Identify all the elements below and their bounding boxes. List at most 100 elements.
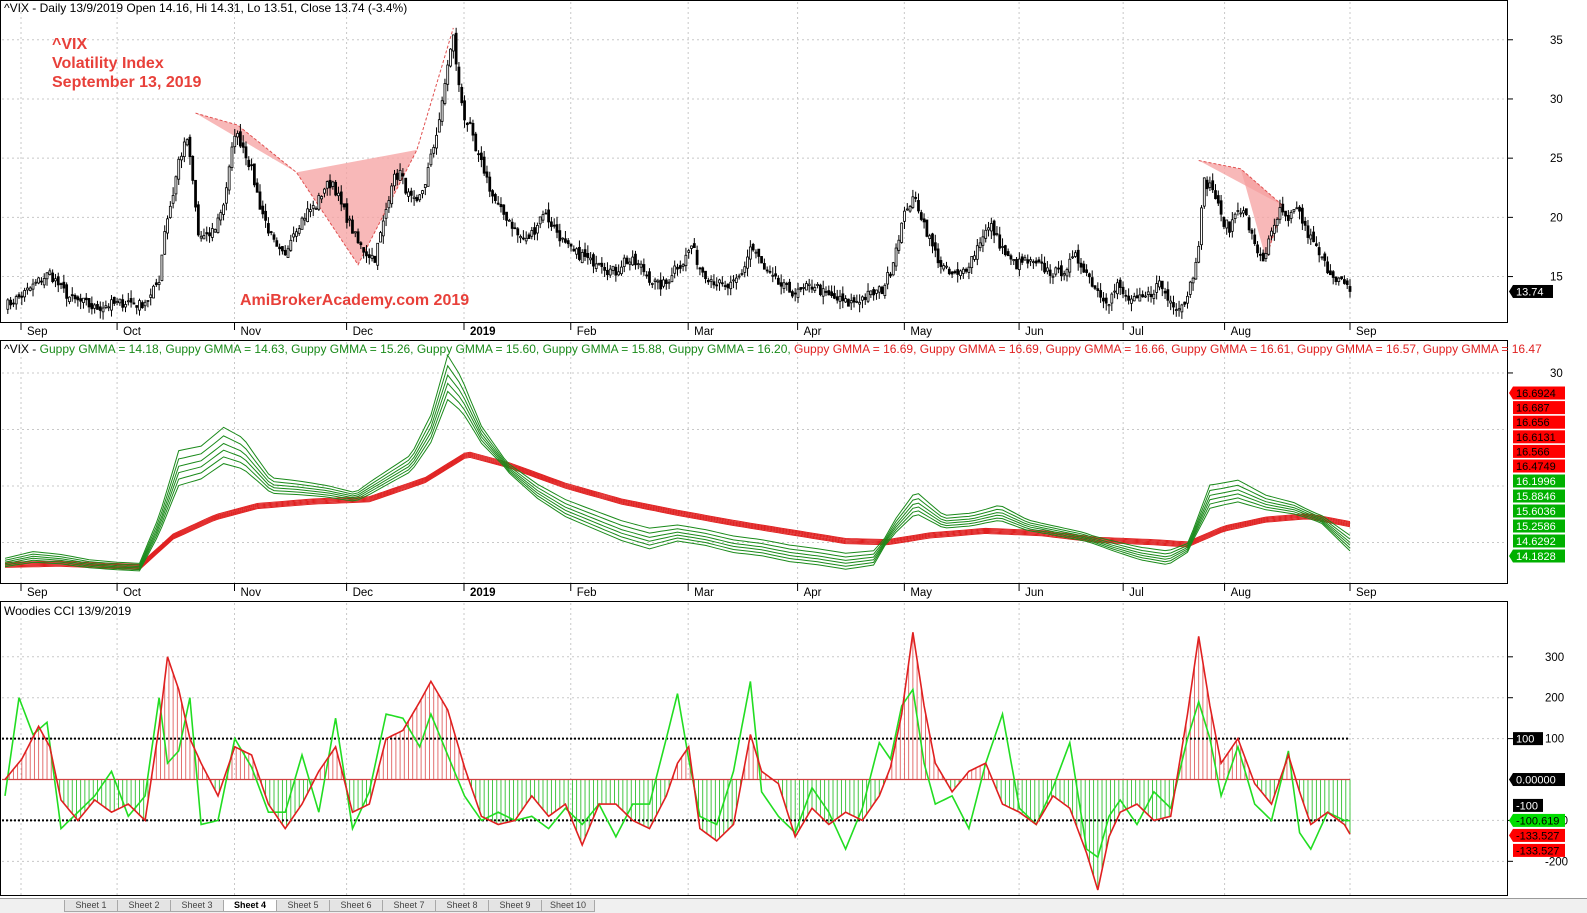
candle-body	[1074, 252, 1077, 257]
candle-body	[992, 220, 996, 236]
candle-body	[566, 240, 570, 245]
candle-body	[65, 284, 69, 299]
candle-body	[1029, 259, 1032, 262]
price-pane-frame	[0, 0, 1508, 323]
candle-body	[373, 255, 377, 263]
sheet-tab[interactable]: Sheet 10	[541, 900, 595, 912]
candle-body	[550, 221, 553, 227]
candle-body	[947, 268, 951, 275]
gmma-short-tag-text: 15.6036	[1516, 506, 1556, 518]
candle-body	[1309, 234, 1313, 240]
gmma-header-item: Guppy GMMA = 16.66,	[1046, 342, 1172, 356]
candle-body	[931, 233, 934, 247]
sheet-tab[interactable]: Sheet 5	[276, 900, 330, 912]
gmma-header-item: Guppy GMMA = 16.57,	[1297, 342, 1423, 356]
candle-body	[261, 205, 265, 215]
candle-body	[544, 212, 548, 215]
candle-body	[241, 142, 245, 148]
gmma-short-tag: 14.1828	[1509, 549, 1565, 563]
candle-body	[530, 230, 534, 237]
candle-body	[1118, 279, 1122, 288]
candle-body	[359, 242, 363, 246]
price-x-label: Jul	[1129, 326, 1144, 338]
candle-body	[491, 190, 494, 197]
sheet-tab[interactable]: Sheet 9	[488, 900, 542, 912]
candle-body	[112, 296, 116, 304]
candle-body	[575, 248, 579, 255]
candle-body	[583, 249, 587, 257]
sheet-tab[interactable]: Sheet 4	[223, 900, 277, 912]
candle-body	[1180, 304, 1184, 313]
candle-body	[370, 254, 374, 259]
candle-body	[135, 305, 139, 308]
price-y-label: 20	[1550, 212, 1563, 224]
candle-body	[1130, 298, 1133, 304]
candle-body	[855, 300, 859, 303]
candle-body	[1099, 290, 1102, 298]
candle-body	[1107, 304, 1111, 307]
candle-body	[998, 234, 1002, 249]
sheet-tab[interactable]: Sheet 2	[117, 900, 171, 912]
candle-body	[62, 281, 66, 289]
candle-body	[463, 100, 466, 121]
candle-body	[381, 220, 385, 237]
candle-body	[384, 209, 388, 219]
candle-body	[1250, 229, 1254, 234]
candle-body	[238, 131, 242, 147]
candle-body	[1211, 180, 1215, 191]
candle-body	[6, 299, 10, 310]
candle-body	[401, 173, 405, 177]
gmma-header-item: Guppy GMMA = 16.69,	[794, 342, 920, 356]
gmma-long-line	[4, 452, 1351, 567]
candle-body	[653, 279, 657, 282]
candle-body	[311, 205, 315, 209]
gmma-short-tag-text: 15.8846	[1516, 491, 1556, 503]
candle-body	[182, 141, 186, 158]
candle-body	[776, 277, 780, 285]
candle-body	[740, 273, 744, 275]
sheet-tab[interactable]: Sheet 6	[329, 900, 383, 912]
candle-body	[342, 203, 346, 208]
candle-body	[1314, 243, 1318, 246]
candle-body	[1197, 245, 1201, 263]
price-x-label: Dec	[353, 326, 374, 338]
candle-body	[31, 283, 35, 290]
gmma-short-tag-bg	[1513, 489, 1565, 503]
candle-body	[48, 270, 52, 275]
candle-body	[28, 287, 32, 291]
candle-body	[485, 171, 489, 178]
candle-body	[40, 280, 43, 283]
sheet-tab[interactable]: Sheet 8	[435, 900, 489, 912]
candle-body	[1281, 203, 1285, 213]
candle-body	[1015, 258, 1018, 270]
gmma-short-tag-bg	[1513, 474, 1565, 488]
candle-body	[12, 302, 15, 305]
sheet-tab[interactable]: Sheet 7	[382, 900, 436, 912]
candle-body	[706, 279, 710, 283]
candle-body	[496, 202, 500, 205]
gmma-long-tag-bg	[1513, 459, 1565, 473]
candle-body	[1298, 206, 1301, 212]
gmma-short-tag-bg	[1513, 504, 1565, 518]
candle-body	[861, 296, 864, 301]
gmma-long-tag-bg	[1513, 401, 1565, 415]
candle-body	[771, 274, 775, 277]
gmma-x-label: Jul	[1129, 587, 1144, 599]
candle-body	[435, 134, 438, 149]
candle-body	[536, 225, 539, 234]
sheet-tab[interactable]: Sheet 1	[64, 900, 118, 912]
gmma-header-item: Guppy GMMA = 14.18,	[40, 342, 166, 356]
candle-body	[42, 278, 46, 286]
cci-slow-tag: -133.527	[1509, 828, 1565, 842]
candle-body	[138, 300, 141, 311]
candle-body	[216, 217, 220, 234]
candle-body	[1323, 253, 1327, 261]
cci-y-label: 300	[1545, 652, 1564, 664]
candle-body	[765, 269, 769, 272]
candle-body	[852, 297, 856, 303]
gmma-long-tag-bg	[1513, 386, 1565, 400]
candle-body	[185, 139, 189, 146]
sheet-tab[interactable]: Sheet 3	[170, 900, 224, 912]
candle-body	[1306, 225, 1310, 238]
candle-body	[1144, 295, 1147, 298]
